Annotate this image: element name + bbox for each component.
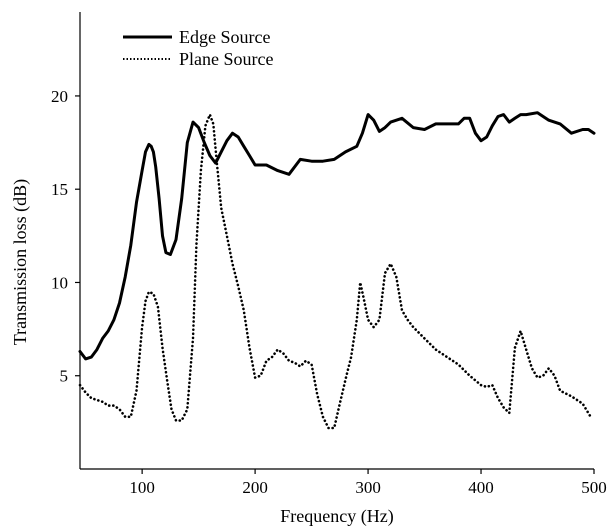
y-tick-label: 5 <box>60 367 69 386</box>
series-line-edge-source <box>78 111 596 361</box>
legend: Edge Source Plane Source <box>123 27 273 69</box>
y-axis-ticks: 5 10 15 20 <box>51 87 80 386</box>
legend-label-edge-source: Edge Source <box>179 27 270 47</box>
x-tick-label: 300 <box>355 478 381 497</box>
y-tick-label: 20 <box>51 87 68 106</box>
x-tick-label: 400 <box>468 478 494 497</box>
plot-area <box>79 12 594 470</box>
series-line-plane-source <box>78 113 592 430</box>
y-tick-label: 15 <box>51 180 68 199</box>
legend-label-plane-source: Plane Source <box>179 49 273 69</box>
y-axis-title: Transmission loss (dB) <box>10 179 31 345</box>
series-layer <box>78 111 596 430</box>
x-tick-label: 200 <box>242 478 268 497</box>
x-tick-label: 100 <box>129 478 155 497</box>
x-axis-title: Frequency (Hz) <box>280 506 393 527</box>
x-axis-ticks: 100 200 300 400 500 <box>129 469 607 497</box>
x-tick-label: 500 <box>581 478 607 497</box>
y-tick-label: 10 <box>51 273 68 292</box>
